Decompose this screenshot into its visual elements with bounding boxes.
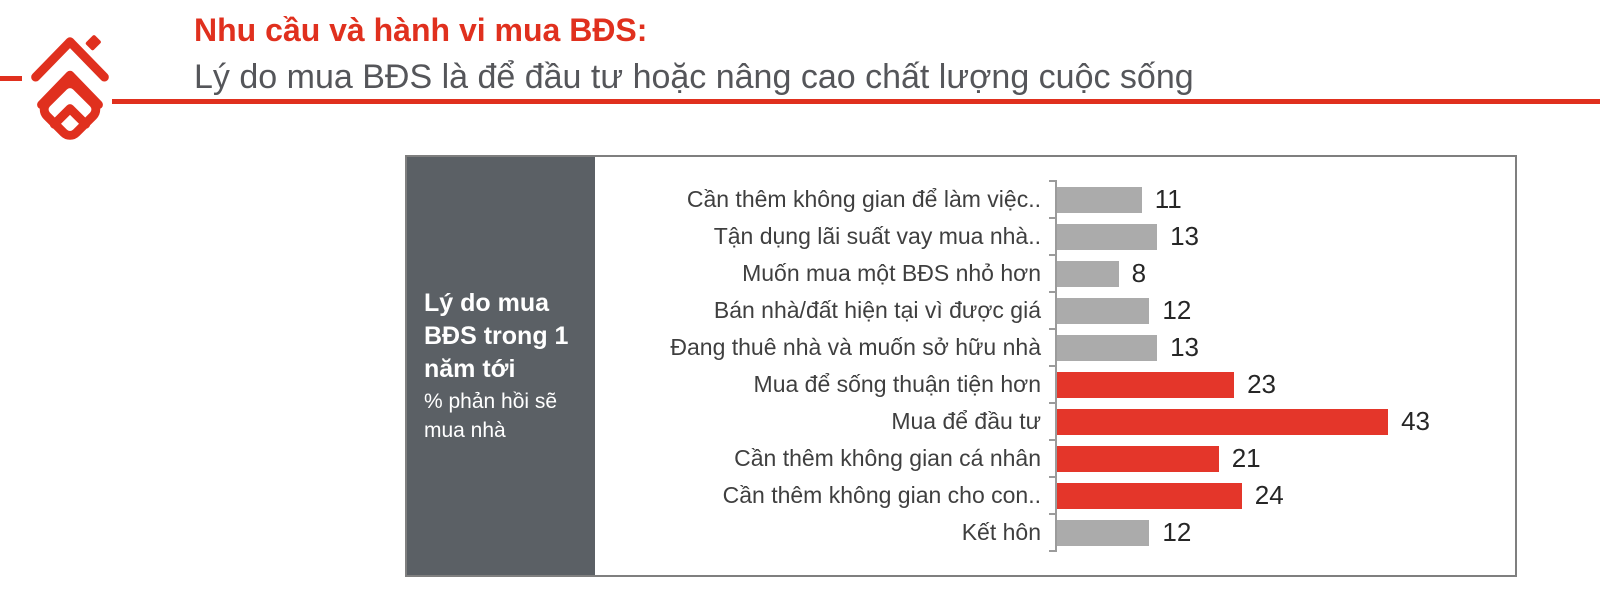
- chart-side-panel: Lý do mua BĐS trong 1 năm tới % phản hồi…: [407, 157, 595, 575]
- chart-row: Cần thêm không gian cá nhân 21: [595, 439, 1515, 477]
- value-label: 13: [1170, 332, 1200, 362]
- bar: [1057, 297, 1150, 324]
- red-divider-right-segment: [112, 99, 1600, 104]
- value-label: 11: [1154, 184, 1182, 214]
- chart-row: Kết hôn 12: [595, 513, 1515, 552]
- batdongsan-logo-icon: [31, 35, 109, 140]
- category-axis-bar-area: 43: [1049, 402, 1515, 440]
- value-label: 12: [1162, 517, 1192, 547]
- bar: [1057, 371, 1235, 398]
- bar: [1057, 260, 1119, 287]
- category-label: Đang thuê nhà và muốn sở hữu nhà: [670, 334, 1041, 360]
- category-label: Cần thêm không gian cá nhân: [734, 445, 1041, 471]
- category-label: Bán nhà/đất hiện tại vì được giá: [713, 297, 1041, 323]
- category-axis-bar-area: 12: [1049, 513, 1515, 552]
- chart-panel-subtitle: % phản hồi sẽ mua nhà: [424, 390, 558, 442]
- category-axis-bar-area: 11: [1049, 180, 1515, 218]
- chart-row: Mua để sống thuận tiện hơn 23: [595, 365, 1515, 403]
- red-divider-left-segment: [0, 76, 22, 81]
- value-label: 24: [1254, 480, 1284, 510]
- chart-row: Cần thêm không gian để làm việc.. 11: [595, 180, 1515, 218]
- value-label: 8: [1131, 258, 1147, 288]
- value-label: 21: [1231, 443, 1261, 473]
- value-label: 13: [1170, 221, 1200, 251]
- category-axis-bar-area: 21: [1049, 439, 1515, 477]
- chart-row: Mua để đầu tư 43: [595, 402, 1515, 440]
- bar: [1057, 482, 1242, 509]
- category-axis-bar-area: 13: [1049, 328, 1515, 366]
- chart-row: Bán nhà/đất hiện tại vì được giá 12: [595, 291, 1515, 329]
- category-axis-bar-area: 24: [1049, 476, 1515, 514]
- category-label: Cần thêm không gian cho con..: [722, 482, 1041, 508]
- category-label: Mua để đầu tư: [891, 408, 1041, 434]
- category-label: Kết hôn: [961, 519, 1041, 545]
- chart-plot-area: Cần thêm không gian để làm việc.. 11 Tận…: [595, 157, 1515, 575]
- chart-row: Đang thuê nhà và muốn sở hữu nhà 13: [595, 328, 1515, 366]
- page-title: Nhu cầu và hành vi mua BĐS:: [194, 12, 648, 48]
- bar-chart: Lý do mua BĐS trong 1 năm tới % phản hồi…: [405, 155, 1517, 577]
- category-label: Cần thêm không gian để làm việc..: [686, 186, 1041, 212]
- chart-panel-title: Lý do mua BĐS trong 1 năm tới: [424, 289, 569, 384]
- bar: [1057, 186, 1142, 213]
- bar: [1057, 223, 1158, 250]
- category-axis-bar-area: 12: [1049, 291, 1515, 329]
- category-label: Mua để sống thuận tiện hơn: [753, 371, 1041, 397]
- header-titles: Nhu cầu và hành vi mua BĐS: Lý do mua BĐ…: [194, 10, 1194, 98]
- chart-row: Muốn mua một BĐS nhỏ hơn 8: [595, 254, 1515, 292]
- category-axis-bar-area: 13: [1049, 217, 1515, 255]
- chart-row: Tận dụng lãi suất vay mua nhà.. 13: [595, 217, 1515, 255]
- bar: [1057, 334, 1158, 361]
- category-label: Muốn mua một BĐS nhỏ hơn: [742, 260, 1041, 286]
- bar: [1057, 408, 1389, 435]
- chart-row: Cần thêm không gian cho con.. 24: [595, 476, 1515, 514]
- category-axis-bar-area: 8: [1049, 254, 1515, 292]
- value-label: 12: [1162, 295, 1192, 325]
- category-label: Tận dụng lãi suất vay mua nhà..: [713, 223, 1041, 249]
- bar: [1057, 445, 1219, 472]
- value-label: 43: [1401, 406, 1431, 436]
- chart-rows: Cần thêm không gian để làm việc.. 11 Tận…: [595, 157, 1515, 575]
- category-axis-bar-area: 23: [1049, 365, 1515, 403]
- value-label: 23: [1247, 369, 1277, 399]
- page-subtitle: Lý do mua BĐS là để đầu tư hoặc nâng cao…: [194, 57, 1194, 96]
- bar: [1057, 519, 1150, 546]
